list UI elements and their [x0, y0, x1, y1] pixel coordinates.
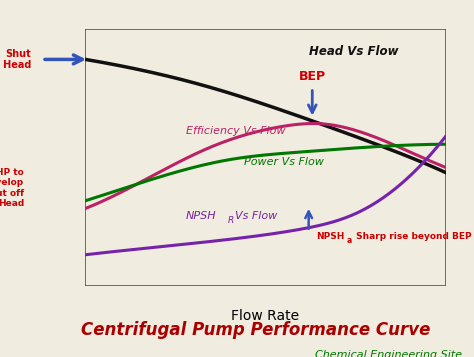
Text: Head Vs Flow: Head Vs Flow [309, 45, 398, 58]
Text: Efficiency Vs Flow: Efficiency Vs Flow [186, 126, 286, 136]
Text: BEP: BEP [299, 70, 326, 82]
Text: Vs Flow: Vs Flow [235, 211, 277, 221]
Text: Flow Rate: Flow Rate [231, 309, 300, 323]
Text: NPSH: NPSH [186, 211, 217, 221]
Text: Chemical Engineering Site: Chemical Engineering Site [315, 350, 462, 357]
Text: R: R [228, 216, 234, 225]
Text: Sharp rise beyond BEP: Sharp rise beyond BEP [353, 232, 471, 241]
Text: a: a [346, 236, 352, 245]
Text: Shut
Off Head: Shut Off Head [0, 49, 31, 70]
Text: Power Vs Flow: Power Vs Flow [244, 157, 324, 167]
Text: BHP to
develop
Shut off
Head: BHP to develop Shut off Head [0, 168, 24, 208]
Text: Centrifugal Pump Performance Curve: Centrifugal Pump Performance Curve [81, 321, 431, 339]
Text: NPSH: NPSH [316, 232, 344, 241]
